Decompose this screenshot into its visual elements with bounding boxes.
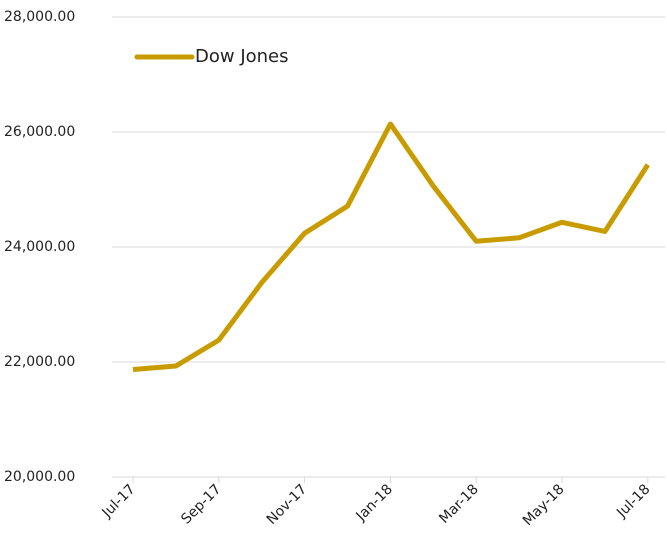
x-tick-label: Jul-18 bbox=[613, 481, 653, 521]
y-tick-label: 22,000.00 bbox=[4, 354, 75, 370]
legend-label: Dow Jones bbox=[195, 46, 289, 67]
y-tick-label: 28,000.00 bbox=[4, 9, 75, 25]
x-tick-label: Jan-18 bbox=[353, 481, 396, 524]
y-tick-label: 24,000.00 bbox=[4, 239, 75, 255]
x-tick-label: Jul-17 bbox=[99, 481, 139, 521]
y-tick-label: 20,000.00 bbox=[4, 469, 75, 485]
x-tick-label: Sep-17 bbox=[178, 481, 224, 527]
data-line bbox=[132, 121, 650, 372]
y-tick-label: 26,000.00 bbox=[4, 124, 75, 140]
x-tick-label: Mar-18 bbox=[436, 481, 482, 527]
x-tick-label: Nov-17 bbox=[264, 481, 311, 528]
x-tick-label: May-18 bbox=[520, 481, 568, 529]
